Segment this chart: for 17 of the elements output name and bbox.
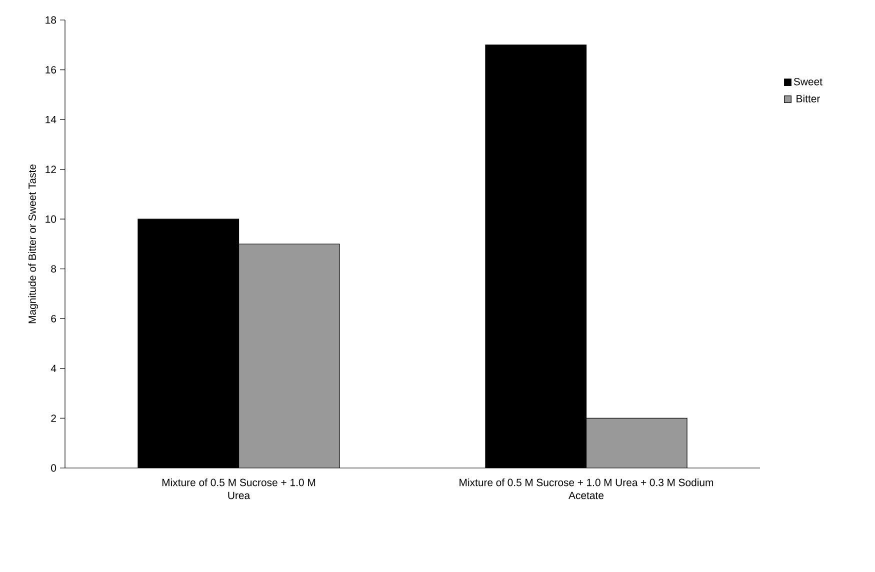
y-tick-label: 18 [46, 16, 56, 24]
x-tick-label: Mixture of 0.5 M Sucrose + 1.0 M Urea + 0.3 M Sodium Acetate [460, 478, 714, 500]
x-tick-label: Mixture of 0.5 M Sucrose + 1.0 M Urea [162, 478, 316, 500]
y-tick-label: 0 [51, 464, 56, 472]
y-tick-label: 14 [46, 116, 56, 124]
y-tick-label: 10 [46, 215, 56, 223]
bar [238, 244, 340, 468]
bar [586, 418, 688, 468]
y-tick-label: 16 [46, 66, 56, 74]
y-tick-label: 8 [51, 265, 56, 273]
y-tick-label: 2 [51, 414, 56, 422]
y-tick-label: 6 [51, 314, 56, 322]
y-tick-label: 12 [46, 166, 56, 173]
y-axis-title: Magnitude of Bitter or Sweet Taste [28, 164, 38, 324]
legend-label: Sweet [794, 78, 822, 86]
legend-label: Bitter [796, 94, 820, 102]
y-tick-label: 4 [50, 364, 56, 372]
